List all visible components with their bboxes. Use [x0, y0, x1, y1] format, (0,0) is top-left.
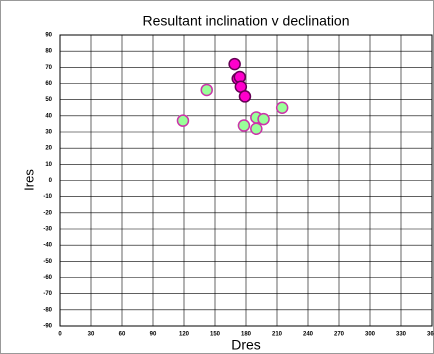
y-tick-label: -60: [43, 275, 52, 281]
y-tick-label: 20: [45, 146, 52, 152]
y-tick-label: 90: [45, 33, 52, 39]
data-point: [228, 57, 241, 71]
x-tick-label: 360: [427, 332, 434, 338]
y-tick-label: -90: [43, 324, 52, 330]
y-tick-label: -10: [43, 194, 52, 200]
data-point: [257, 112, 270, 126]
x-tick-label: 90: [150, 332, 157, 338]
y-axis-label: Ires: [21, 169, 36, 191]
y-tick-label: -40: [43, 243, 52, 249]
x-tick-label: 150: [210, 332, 221, 338]
y-tick-label: -20: [43, 210, 52, 216]
x-tick-label: 240: [303, 332, 314, 338]
y-tick-label: 80: [45, 49, 52, 55]
x-tick-label: 60: [119, 332, 126, 338]
y-tick-label: 10: [45, 162, 52, 168]
y-tick-label: 70: [45, 65, 52, 71]
y-tick-label: -30: [43, 227, 52, 233]
data-point: [237, 119, 251, 132]
x-tick-label: 210: [272, 332, 283, 338]
data-point: [238, 90, 252, 103]
y-tick-label: 0: [49, 178, 53, 184]
x-tick-label: 180: [241, 332, 252, 338]
x-tick-label: 270: [334, 332, 345, 338]
x-tick-label: 330: [396, 332, 407, 338]
data-point: [275, 101, 289, 114]
data-point: [250, 122, 263, 136]
y-tick-label: 40: [45, 113, 52, 119]
y-tick-label: -50: [43, 259, 52, 265]
x-tick-label: 120: [179, 332, 190, 338]
x-tick-label: 30: [88, 332, 95, 338]
chart-title: Resultant inclination v declination: [142, 13, 349, 29]
y-tick-label: -70: [43, 291, 52, 297]
data-point: [176, 114, 190, 127]
data-point: [200, 83, 213, 97]
y-tick-label: 30: [45, 130, 52, 136]
y-tick-label: 50: [45, 97, 52, 103]
x-tick-label: 300: [365, 332, 376, 338]
x-tick-label: 0: [58, 332, 62, 338]
y-tick-label: -80: [43, 307, 52, 313]
y-tick-label: 60: [45, 81, 52, 87]
x-axis-label: Dres: [231, 337, 261, 353]
